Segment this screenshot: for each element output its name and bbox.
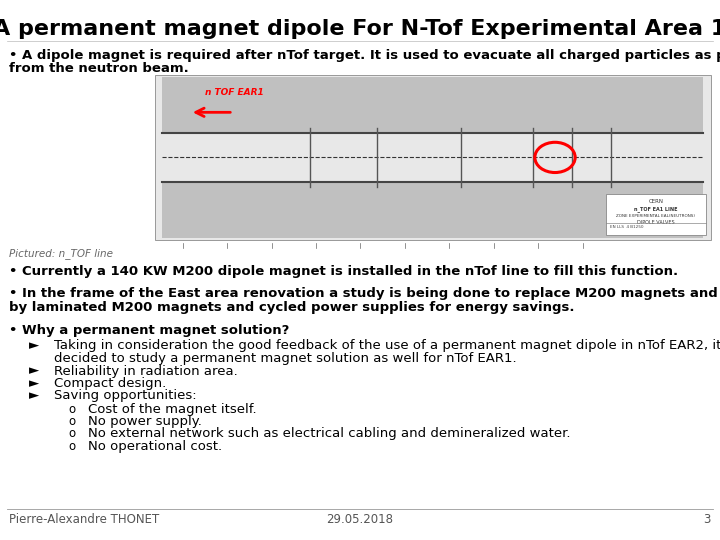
Text: Reliability in radiation area.: Reliability in radiation area.: [54, 364, 238, 377]
Bar: [162, 181, 703, 238]
Text: ZONE EXPERIMENTAL EAL(NEUTRONS): ZONE EXPERIMENTAL EAL(NEUTRONS): [616, 214, 696, 218]
Text: • Currently a 140 KW M200 dipole magnet is installed in the nTof line to fill th: • Currently a 140 KW M200 dipole magnet …: [9, 265, 678, 278]
Text: Pictured: n_TOF line: Pictured: n_TOF line: [9, 248, 113, 259]
Text: ►: ►: [29, 389, 39, 402]
Text: Cost of the magnet itself.: Cost of the magnet itself.: [88, 403, 256, 416]
Text: from the neutron beam.: from the neutron beam.: [9, 62, 189, 75]
Text: CERN: CERN: [649, 199, 663, 204]
Text: Compact design.: Compact design.: [54, 377, 166, 390]
Bar: [162, 77, 703, 133]
Text: n TOF EAR1: n TOF EAR1: [204, 88, 264, 97]
Text: Pierre-Alexandre THONET: Pierre-Alexandre THONET: [9, 513, 160, 526]
Text: 29.05.2018: 29.05.2018: [326, 513, 394, 526]
Text: o: o: [68, 403, 76, 416]
Text: No operational cost.: No operational cost.: [88, 440, 222, 453]
Text: o: o: [68, 427, 76, 440]
Text: decided to study a permanent magnet solution as well for nTof EAR1.: decided to study a permanent magnet solu…: [54, 352, 517, 365]
Text: ►: ►: [29, 364, 39, 377]
Text: o: o: [68, 415, 76, 428]
Text: 3: 3: [703, 513, 711, 526]
Text: ►: ►: [29, 339, 39, 352]
Bar: [606, 194, 706, 235]
Text: • In the frame of the East area renovation a study is being done to replace M200: • In the frame of the East area renovati…: [9, 287, 720, 300]
Text: Taking in consideration the good feedback of the use of a permanent magnet dipol: Taking in consideration the good feedbac…: [54, 339, 720, 352]
Bar: [155, 75, 711, 240]
Text: n_TOF EA1 LINE: n_TOF EA1 LINE: [634, 206, 678, 212]
Text: EN LLS  4 B1250: EN LLS 4 B1250: [610, 225, 644, 229]
Text: o: o: [68, 440, 76, 453]
Text: DIPOLE VALVES: DIPOLE VALVES: [637, 220, 675, 225]
Text: No external network such as electrical cabling and demineralized water.: No external network such as electrical c…: [88, 427, 570, 440]
Text: A permanent magnet dipole For N-Tof Experimental Area 1: A permanent magnet dipole For N-Tof Expe…: [0, 19, 720, 39]
Text: • A dipole magnet is required after nTof target. It is used to evacuate all char: • A dipole magnet is required after nTof…: [9, 49, 720, 62]
Text: ►: ►: [29, 377, 39, 390]
Text: by laminated M200 magnets and cycled power supplies for energy savings.: by laminated M200 magnets and cycled pow…: [9, 301, 575, 314]
Text: No power supply.: No power supply.: [88, 415, 202, 428]
Text: Saving opportunities:: Saving opportunities:: [54, 389, 197, 402]
Text: • Why a permanent magnet solution?: • Why a permanent magnet solution?: [9, 324, 289, 337]
